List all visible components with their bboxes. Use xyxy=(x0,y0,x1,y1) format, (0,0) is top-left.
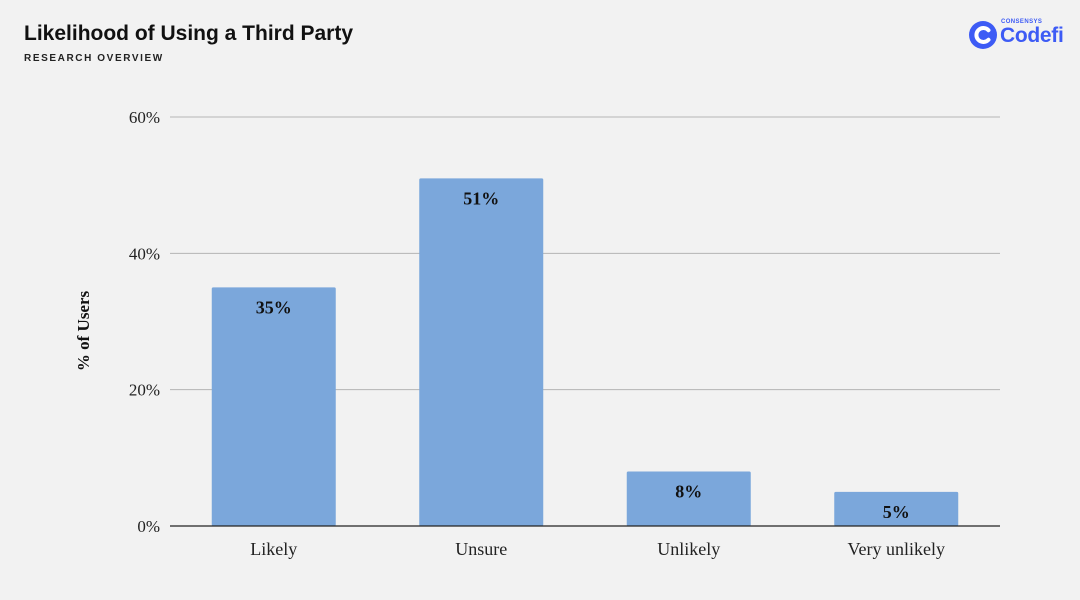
codefi-logo-mark-icon xyxy=(969,21,997,49)
data-label: 35% xyxy=(256,297,292,317)
labels: 0% 20% 40% 60% 35% Likely 51% Unsure 8% Unlikely 5… xyxy=(129,108,945,559)
data-label: 5% xyxy=(883,502,910,522)
x-tick-label: Likely xyxy=(250,539,297,559)
x-tick-label: Unsure xyxy=(455,539,507,559)
x-tick-label: Very unlikely xyxy=(848,539,945,559)
y-tick-label: 20% xyxy=(129,381,160,400)
bar xyxy=(211,287,336,526)
data-label: 51% xyxy=(463,188,499,208)
bar xyxy=(626,471,751,526)
data-label: 8% xyxy=(675,481,702,501)
y-tick-label: 60% xyxy=(129,108,160,127)
x-tick-label: Unlikely xyxy=(657,539,720,559)
y-tick-label: 0% xyxy=(137,517,160,536)
y-axis-label: % of Users xyxy=(74,290,93,371)
page-subtitle: RESEARCH OVERVIEW xyxy=(24,53,164,64)
bar xyxy=(419,178,544,526)
logo-consensys-text: CONSENSYS xyxy=(1001,19,1043,25)
bars xyxy=(211,178,959,526)
bar xyxy=(834,491,959,526)
codefi-logo: CONSENSYS Codefi xyxy=(968,18,1068,52)
y-tick-label: 40% xyxy=(129,244,160,263)
page-title: Likelihood of Using a Third Party xyxy=(24,22,354,45)
logo-codefi-text: Codefi xyxy=(1000,24,1064,47)
